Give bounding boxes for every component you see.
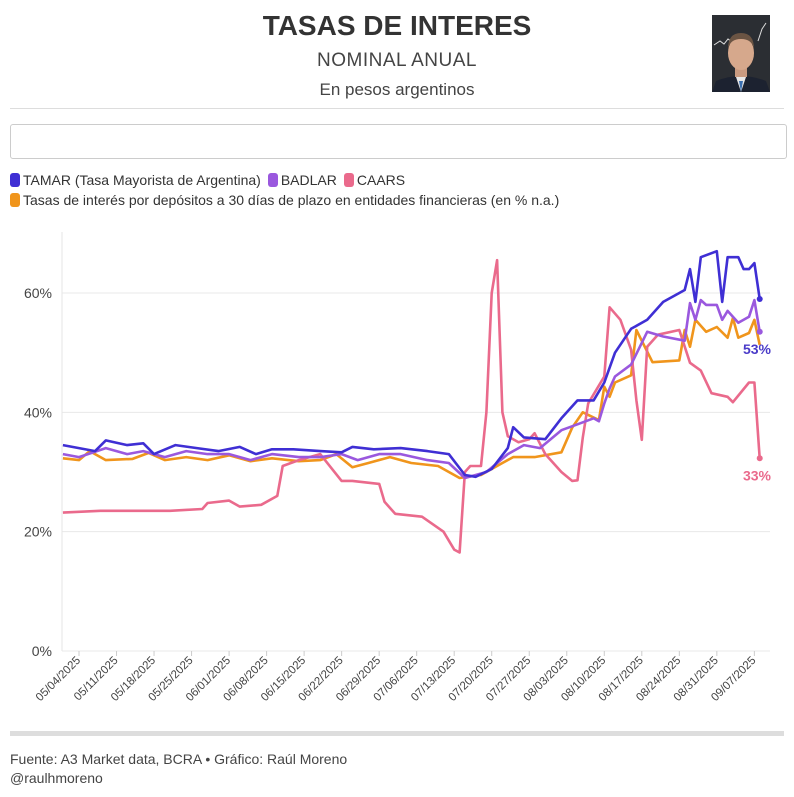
legend-item-tamar[interactable]: TAMAR (Tasa Mayorista de Argentina) bbox=[10, 172, 261, 188]
legend-swatch bbox=[267, 173, 278, 187]
line-chart: 0% 20% 40% 60% 05/04/202505/11/202505/18/20… bbox=[24, 232, 772, 704]
end-labels: 33% 53% bbox=[743, 341, 772, 484]
legend-item-plazo-fijo[interactable]: Tasas de interés por depósitos a 30 días… bbox=[10, 192, 559, 208]
legend-label: CAARS bbox=[356, 172, 406, 188]
series-lines bbox=[62, 249, 763, 554]
legend-label: TAMAR (Tasa Mayorista de Argentina) bbox=[23, 172, 261, 188]
series-line-0[interactable] bbox=[62, 249, 761, 479]
series-line-1[interactable] bbox=[62, 298, 761, 480]
legend-label: Tasas de interés por depósitos a 30 días… bbox=[23, 192, 560, 208]
series-end-label: 53% bbox=[743, 341, 772, 357]
y-tick-label: 60% bbox=[24, 285, 52, 301]
author-handle[interactable]: @raulhmoreno bbox=[10, 770, 103, 786]
author-portrait-icon bbox=[712, 15, 770, 92]
y-axis: 0% 20% 40% 60% bbox=[24, 232, 63, 659]
legend-swatch bbox=[10, 173, 20, 187]
y-tick-label: 0% bbox=[32, 643, 52, 659]
legend-row-1: TAMAR (Tasa Mayorista de Argentina) BADL… bbox=[10, 172, 412, 188]
footer-divider bbox=[10, 731, 784, 736]
series-line-3[interactable] bbox=[62, 316, 761, 480]
x-axis: 05/04/202505/11/202505/18/202505/25/2025… bbox=[34, 651, 758, 704]
gridlines bbox=[62, 292, 770, 652]
series-end-dot bbox=[756, 295, 763, 302]
legend-swatch bbox=[10, 193, 20, 207]
legend-row-2: Tasas de interés por depósitos a 30 días… bbox=[10, 192, 566, 208]
page-title: TASAS DE INTERES bbox=[262, 10, 532, 41]
legend-item-caars[interactable]: CAARS bbox=[343, 172, 406, 188]
legend-item-badlar[interactable]: BADLAR bbox=[267, 172, 337, 188]
subtitle-secondary: En pesos argentinos bbox=[319, 80, 475, 99]
search-input[interactable] bbox=[10, 124, 787, 159]
subtitle: NOMINAL ANUAL bbox=[317, 50, 477, 71]
y-tick-label: 20% bbox=[24, 524, 52, 540]
series-line-2[interactable] bbox=[62, 258, 761, 554]
legend-swatch bbox=[343, 173, 354, 187]
y-tick-label: 40% bbox=[24, 404, 52, 420]
source-note: Fuente: A3 Market data, BCRA • Gráfico: … bbox=[10, 751, 348, 767]
series-end-dot bbox=[756, 455, 763, 462]
legend-label: BADLAR bbox=[280, 172, 337, 188]
header-divider bbox=[10, 108, 784, 109]
series-end-dot bbox=[756, 328, 763, 335]
series-end-label: 33% bbox=[743, 467, 772, 483]
